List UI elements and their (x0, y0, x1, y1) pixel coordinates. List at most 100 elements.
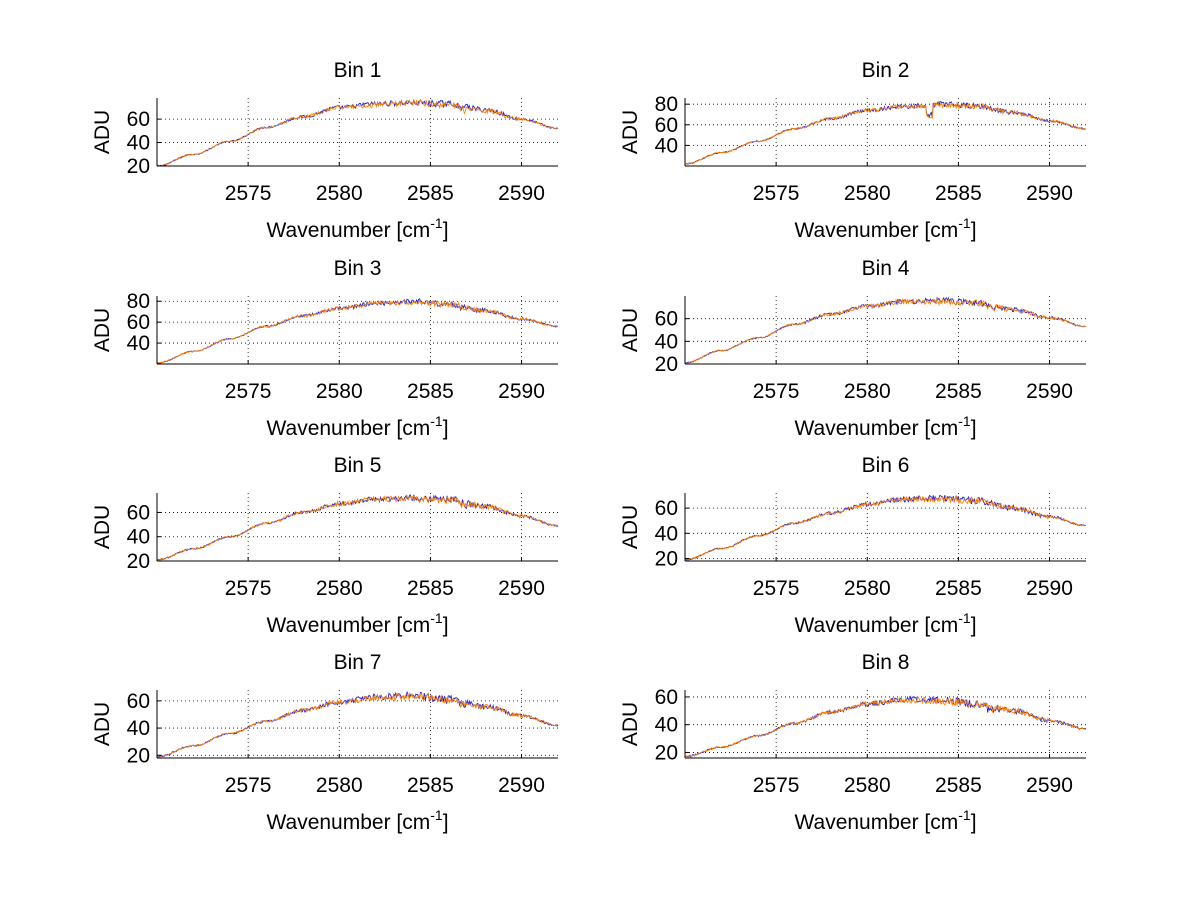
y-axis-label: ADU (619, 308, 642, 352)
y-tick-label: 60 (127, 108, 150, 131)
x-tick-label: 2585 (407, 774, 454, 797)
x-tick-label: 2585 (935, 577, 982, 600)
y-axis-label: ADU (619, 702, 642, 746)
y-axis-label: ADU (91, 110, 114, 154)
y-tick-label: 20 (127, 744, 150, 767)
y-tick-label: 40 (655, 714, 678, 737)
x-axis-label: Wavenumber [cm-1] (266, 413, 448, 440)
x-axis-label-main: Wavenumber [cm (794, 417, 958, 440)
x-axis-label: Wavenumber [cm-1] (794, 215, 976, 242)
y-axis-label: ADU (619, 505, 642, 549)
subplot-title: Bin 7 (334, 651, 382, 674)
x-tick-label: 2590 (498, 577, 545, 600)
x-tick-label: 2590 (1026, 182, 1073, 205)
series-line-2 (684, 101, 1087, 165)
x-tick-label: 2585 (935, 380, 982, 403)
x-tick-label: 2575 (225, 182, 272, 205)
plot-area (157, 690, 558, 758)
x-tick-label: 2580 (844, 380, 891, 403)
subplot-title: Bin 4 (862, 257, 910, 280)
x-tick-label: 2580 (844, 577, 891, 600)
x-tick-label: 2580 (316, 380, 363, 403)
series-line-2 (684, 297, 1087, 364)
x-axis-label-main: Wavenumber [cm (266, 614, 430, 637)
y-tick-label: 60 (655, 686, 678, 709)
x-axis-label-main: Wavenumber [cm (794, 219, 958, 242)
x-tick-label: 2590 (498, 380, 545, 403)
y-tick-label: 60 (655, 497, 678, 520)
x-axis-label-superscript: -1 (430, 413, 443, 429)
x-tick-label: 2575 (225, 774, 272, 797)
y-axis-label: ADU (91, 702, 114, 746)
y-tick-label: 80 (655, 93, 678, 116)
x-axis-label-superscript: -1 (958, 215, 971, 231)
y-tick-label: 20 (127, 550, 150, 573)
subplot-title: Bin 3 (334, 257, 382, 280)
plot-area (685, 98, 1086, 166)
series-line-2 (156, 692, 559, 758)
x-tick-label: 2580 (844, 774, 891, 797)
y-tick-label: 40 (655, 522, 678, 545)
x-axis-label-superscript: -1 (430, 807, 443, 823)
x-tick-label: 2585 (407, 577, 454, 600)
x-tick-label: 2575 (225, 577, 272, 600)
y-tick-label: 40 (655, 330, 678, 353)
y-tick-label: 60 (127, 690, 150, 713)
x-axis-label-suffix: ] (443, 219, 449, 242)
plot-area (685, 296, 1086, 364)
x-axis-label-suffix: ] (971, 811, 977, 834)
plot-area (157, 493, 558, 561)
x-tick-label: 2575 (753, 774, 800, 797)
y-tick-label: 40 (655, 134, 678, 157)
x-tick-label: 2585 (935, 182, 982, 205)
y-axis-label: ADU (91, 308, 114, 352)
subplot-title: Bin 6 (862, 454, 910, 477)
y-tick-label: 40 (127, 526, 150, 549)
series-line-2 (156, 98, 559, 167)
y-tick-label: 80 (127, 290, 150, 313)
x-axis-label-suffix: ] (971, 614, 977, 637)
x-tick-label: 2590 (1026, 577, 1073, 600)
x-axis-label: Wavenumber [cm-1] (266, 807, 448, 834)
subplot-8: 2575 2580 2585 2590 20 40 60 Bin 8 ADU Wavenumber… (619, 651, 1087, 834)
x-tick-label: 2580 (316, 577, 363, 600)
series-line-2 (156, 299, 559, 364)
y-tick-label: 40 (127, 132, 150, 155)
series-line-2 (684, 696, 1087, 758)
x-axis-label-superscript: -1 (958, 610, 971, 626)
x-tick-label: 2575 (753, 182, 800, 205)
x-axis-label: Wavenumber [cm-1] (794, 610, 976, 637)
x-tick-label: 2590 (1026, 774, 1073, 797)
y-tick-label: 60 (655, 308, 678, 331)
x-axis-label-main: Wavenumber [cm (794, 811, 958, 834)
plot-area (157, 296, 558, 364)
y-axis-label: ADU (619, 110, 642, 154)
x-tick-label: 2580 (316, 774, 363, 797)
x-axis-label-superscript: -1 (958, 807, 971, 823)
x-axis-label-superscript: -1 (958, 413, 971, 429)
x-tick-label: 2590 (498, 774, 545, 797)
x-axis-label-suffix: ] (443, 614, 449, 637)
x-tick-label: 2585 (407, 182, 454, 205)
y-tick-label: 20 (655, 353, 678, 376)
series-line-2 (684, 494, 1087, 561)
x-axis-label-suffix: ] (443, 417, 449, 440)
x-axis-label-suffix: ] (443, 811, 449, 834)
y-tick-label: 40 (127, 332, 150, 355)
plot-area (685, 690, 1086, 758)
subplot-title: Bin 2 (862, 59, 910, 82)
x-axis-label-main: Wavenumber [cm (266, 219, 430, 242)
plot-area (157, 98, 558, 166)
x-axis-label: Wavenumber [cm-1] (266, 215, 448, 242)
x-tick-label: 2575 (753, 577, 800, 600)
x-axis-label-superscript: -1 (430, 215, 443, 231)
x-tick-label: 2590 (498, 182, 545, 205)
x-axis-label: Wavenumber [cm-1] (794, 807, 976, 834)
x-axis-label: Wavenumber [cm-1] (266, 610, 448, 637)
x-tick-label: 2590 (1026, 380, 1073, 403)
x-axis-label-main: Wavenumber [cm (794, 614, 958, 637)
